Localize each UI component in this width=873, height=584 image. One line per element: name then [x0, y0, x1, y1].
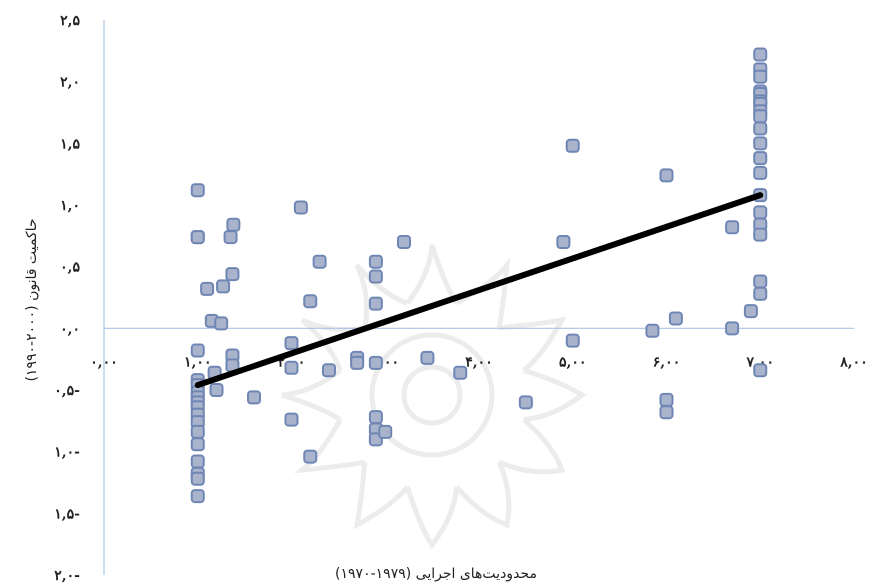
data-point [659, 392, 674, 407]
data-point [322, 363, 336, 378]
data-point [743, 304, 758, 319]
data-point [284, 360, 299, 375]
x-tick-labels: ۰,۰۰۱,۰۰۲,۰۰۳,۰۰۴,۰۰۵,۰۰۶,۰۰۷,۰۰۸,۰۰ [90, 354, 867, 370]
data-point [565, 138, 580, 153]
data-point [190, 437, 205, 452]
y-axis-title: حاکمیت قانون (۲۰۰۰-۱۹۹۰) [24, 218, 40, 381]
data-point [226, 217, 241, 232]
x-tick-label: ۸,۰۰ [839, 354, 867, 370]
data-point [753, 109, 768, 124]
data-point [753, 136, 768, 151]
y-tick-label: ۱,۰ [60, 198, 80, 214]
data-point [378, 424, 393, 439]
data-points [190, 47, 768, 504]
data-point [284, 412, 299, 427]
data-point [368, 254, 383, 269]
x-tick-label: ۵,۰۰ [559, 354, 586, 370]
data-point [565, 333, 580, 348]
data-point [312, 254, 327, 269]
data-point [753, 363, 768, 378]
emblem-watermark [281, 244, 587, 550]
data-point [247, 390, 261, 405]
data-point [659, 405, 674, 420]
data-point [368, 269, 383, 284]
x-tick-label: ۶,۰۰ [653, 354, 680, 370]
y-tick-label: ۲,۰ [60, 75, 80, 91]
data-point [753, 69, 768, 84]
data-point [303, 294, 318, 309]
data-point [725, 321, 740, 336]
y-tick-label: ۰,۵- [54, 383, 80, 399]
data-point [753, 47, 768, 62]
data-point [200, 281, 215, 296]
data-point [190, 471, 205, 486]
data-point [753, 274, 768, 289]
data-point [190, 343, 205, 358]
data-point [753, 286, 768, 301]
data-point [190, 183, 205, 198]
data-point [420, 350, 435, 365]
data-point [753, 151, 768, 166]
y-tick-label: ۱,۰- [54, 445, 80, 461]
x-tick-label: ۰,۰۰ [90, 354, 117, 370]
data-point [668, 311, 683, 326]
y-tick-label: ۲,۵ [60, 13, 80, 29]
data-point [453, 365, 468, 380]
data-point [223, 230, 238, 245]
data-point [659, 168, 674, 183]
data-point [753, 165, 768, 180]
data-point [293, 200, 308, 215]
data-point [556, 235, 571, 249]
x-tick-label: ۱,۰۰ [184, 354, 211, 370]
data-point [190, 454, 205, 469]
data-point [209, 383, 224, 397]
data-point [216, 279, 231, 294]
data-point [190, 230, 205, 245]
y-tick-label: ۰,۵ [60, 260, 80, 276]
data-point [368, 410, 383, 425]
data-point [725, 220, 740, 235]
data-point [753, 121, 768, 136]
data-point [190, 424, 205, 439]
data-point [284, 336, 299, 351]
y-tick-label: ۱,۵- [54, 506, 80, 522]
trend-line [194, 192, 764, 389]
data-point [368, 355, 383, 370]
data-point [753, 227, 768, 242]
data-point [518, 395, 533, 410]
data-point [397, 235, 411, 249]
y-tick-label: ۲,۰- [54, 568, 80, 584]
data-point [190, 489, 205, 504]
y-tick-label: ۰,۰ [60, 321, 80, 337]
data-point [225, 267, 240, 282]
y-tick-label: ۱,۵ [60, 136, 80, 152]
data-point [303, 449, 318, 464]
x-axis-title: محدودیت‌های اجرایی (۱۹۷۹-۱۹۷۰) [335, 566, 537, 582]
data-point [645, 323, 660, 338]
data-point [753, 205, 768, 220]
data-point [368, 296, 383, 311]
x-tick-label: ۴,۰۰ [465, 354, 492, 370]
y-tick-labels: ۲,۵ ۲,۰ ۱,۵ ۱,۰ ۰,۵ ۰,۰ ۰,۵- ۱,۰- ۱,۵- ۲,۰- [54, 13, 80, 584]
data-point [350, 355, 365, 370]
data-point [214, 316, 229, 331]
